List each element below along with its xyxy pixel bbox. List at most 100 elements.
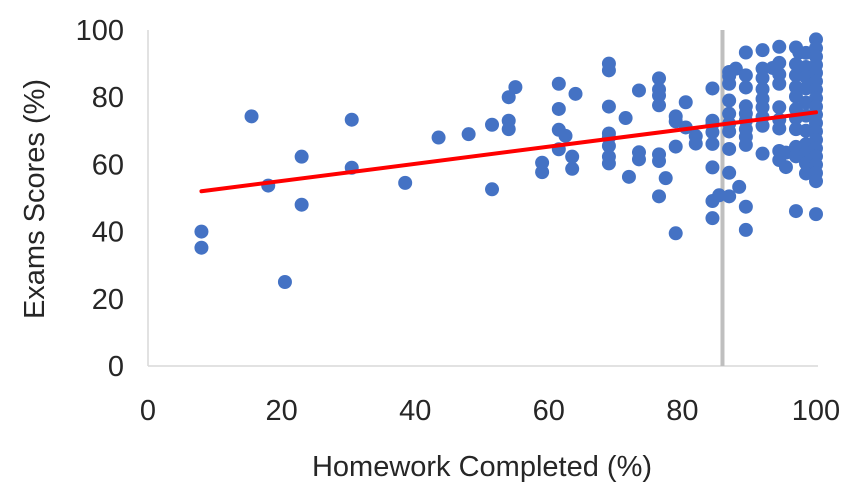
data-point [722,124,737,139]
data-point [705,81,720,96]
y-tick-label: 100 [76,15,124,47]
data-point [621,169,636,184]
data-point [294,149,309,164]
x-tick-label: 40 [399,395,431,427]
data-point [755,71,770,86]
data-point [601,63,616,78]
x-axis-title: Homework Completed (%) [312,451,652,483]
trendline [199,110,818,194]
data-points [194,32,823,289]
data-point [652,71,667,86]
data-point [738,68,753,83]
data-point [688,136,703,151]
data-point [668,226,683,241]
data-point [631,83,646,98]
data-point [755,82,770,97]
data-point [652,189,667,204]
data-point [722,165,737,180]
x-tick-label: 100 [792,395,840,427]
data-point [652,154,667,169]
data-point [344,112,359,127]
x-tick-label: 0 [140,395,156,427]
data-point [738,222,753,237]
y-tick-label: 0 [108,351,124,383]
x-tick-label: 80 [666,395,698,427]
data-point [722,76,737,91]
data-point [755,146,770,161]
data-point [798,123,813,138]
data-point [652,88,667,103]
data-point [738,199,753,214]
data-point [565,161,580,176]
data-point [772,55,787,70]
data-point [722,106,737,121]
data-point [244,109,259,124]
data-point [398,175,413,190]
data-point [772,76,787,91]
data-point [668,139,683,154]
data-point [738,45,753,60]
data-point [601,99,616,114]
data-point [558,128,573,143]
data-point [294,197,309,212]
data-point [551,76,566,91]
data-point [705,211,720,226]
data-point [658,171,673,186]
tick-labels: 0 20 40 60 80 100 0 20 40 60 80 100 [76,15,841,427]
data-point [194,240,209,255]
data-point [732,179,747,194]
data-point [738,137,753,152]
x-tick-label: 20 [265,395,297,427]
data-point [722,189,737,204]
x-tick-label: 60 [533,395,565,427]
data-point [772,121,787,136]
y-tick-label: 20 [92,284,124,316]
data-point [601,156,616,171]
y-tick-label: 40 [92,217,124,249]
data-point [788,89,803,104]
data-point [722,141,737,156]
data-point [508,80,523,95]
data-point [461,127,476,142]
data-point [501,90,516,105]
data-point [705,136,720,151]
data-point [778,160,793,175]
data-point [772,39,787,54]
data-point [535,155,550,170]
data-point [722,93,737,108]
data-point [568,86,583,101]
axes [147,30,818,367]
data-point [705,160,720,175]
y-axis-title: Exams Scores (%) [19,79,51,319]
data-point [705,125,720,140]
data-point [551,101,566,116]
y-tick-label: 60 [92,149,124,181]
y-tick-label: 80 [92,82,124,114]
data-point [501,122,516,137]
data-point [431,130,446,145]
data-point [809,174,823,189]
data-point [652,98,667,113]
data-point [728,61,743,76]
data-point [601,138,616,153]
data-point [194,224,209,239]
data-point [772,100,787,115]
data-point [631,152,646,167]
data-point [798,166,813,181]
data-point [485,117,500,132]
data-point [277,275,292,289]
data-point [788,204,803,219]
data-point [755,43,770,58]
data-point [618,111,633,126]
data-point [678,95,693,110]
trendline-group [199,110,818,194]
data-point [809,207,823,222]
data-point [485,182,500,197]
data-point [668,114,683,129]
data-point [755,118,770,133]
data-point [565,149,580,164]
data-point [738,80,753,95]
data-point [755,100,770,115]
